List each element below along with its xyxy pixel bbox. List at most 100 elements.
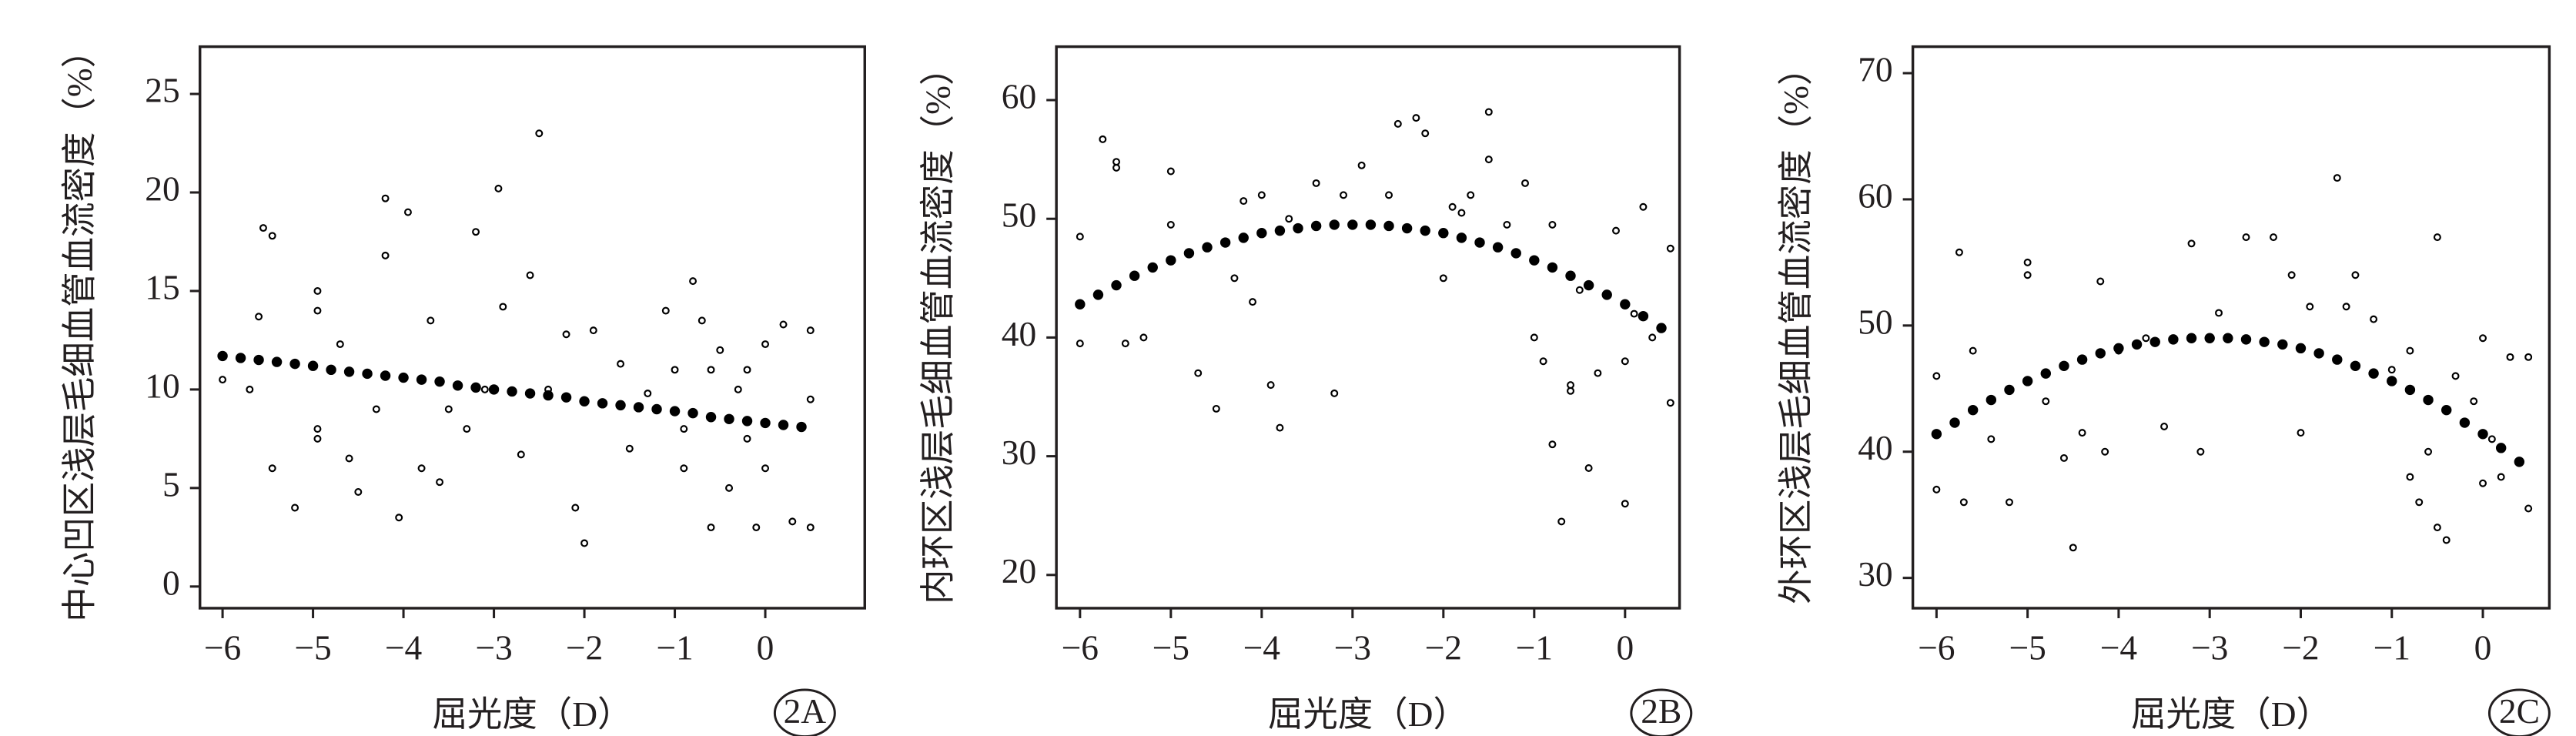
data-point	[1194, 369, 1203, 377]
panel-tag: 2B	[1641, 691, 1681, 731]
data-point	[743, 434, 751, 443]
data-point	[806, 395, 815, 403]
data-point	[1467, 191, 1475, 199]
data-point	[1166, 220, 1175, 229]
panel: −6 −5 −4 −3 −2 −1 0 20 30 40 50 60 屈光度（D） 内环区浅层毛细血管血流…	[918, 45, 1693, 736]
x-tick-label: −4	[385, 628, 423, 667]
data-point	[313, 286, 322, 295]
data-point	[472, 228, 480, 236]
y-tick-label: 50	[1858, 302, 1892, 341]
data-point	[2333, 174, 2341, 182]
fit-point	[615, 400, 626, 411]
data-point	[2287, 271, 2296, 279]
data-point	[1612, 226, 1620, 235]
fit-point	[2076, 354, 2088, 365]
x-axis-label: 屈光度（D）	[2131, 694, 2331, 734]
data-point	[806, 524, 815, 532]
fit-point	[398, 372, 409, 383]
fit-point	[2168, 334, 2179, 345]
data-point	[246, 385, 254, 393]
fit-point	[1620, 299, 1631, 309]
fit-point	[633, 402, 644, 413]
data-point	[580, 539, 589, 547]
data-point	[743, 366, 751, 374]
data-point	[372, 405, 380, 413]
data-point	[788, 517, 797, 526]
data-point	[2096, 277, 2105, 286]
fit-point	[1656, 323, 1667, 333]
data-point	[1340, 191, 1348, 199]
data-point	[436, 478, 444, 487]
tag-circle	[773, 688, 836, 736]
fit-point	[452, 380, 463, 391]
data-point	[2415, 498, 2424, 507]
data-point	[779, 320, 788, 329]
data-point	[444, 405, 453, 413]
fit-point	[416, 374, 427, 385]
data-point	[2023, 258, 2032, 266]
data-point	[2006, 498, 2013, 507]
data-point	[1639, 202, 1648, 211]
data-point	[1987, 435, 1996, 443]
fit-point	[1256, 228, 1267, 239]
data-point	[1932, 485, 1941, 493]
fit-point	[1547, 262, 1558, 273]
fit-point	[1219, 237, 1231, 248]
data-point	[1166, 167, 1175, 176]
data-point	[354, 488, 363, 496]
x-axis-label: 屈光度（D）	[432, 694, 632, 734]
y-tick-label: 0	[162, 563, 180, 602]
data-point	[2433, 524, 2441, 532]
data-point	[1239, 197, 1248, 206]
data-point	[1548, 440, 1557, 449]
x-tick-label: −5	[2009, 628, 2046, 667]
data-point	[427, 316, 435, 325]
x-tick-label: −5	[294, 628, 331, 667]
fit-point	[560, 392, 572, 403]
data-point	[2059, 453, 2068, 462]
panel-tag: 2A	[784, 691, 827, 731]
fit-point	[2240, 334, 2252, 345]
data-point	[219, 376, 227, 384]
data-point	[255, 313, 263, 321]
data-point	[1421, 129, 1430, 138]
data-point	[680, 464, 688, 473]
fit-point	[307, 360, 319, 371]
data-point	[1276, 423, 1284, 432]
data-point	[1484, 108, 1493, 116]
data-point	[1330, 389, 1339, 397]
data-point	[1932, 372, 1941, 380]
data-point	[1249, 298, 1257, 306]
fit-point	[2131, 339, 2143, 350]
data-point	[2506, 353, 2514, 361]
x-tick-label: −4	[2100, 628, 2138, 667]
data-point	[2406, 346, 2414, 355]
y-tick-label: 40	[1002, 314, 1036, 353]
data-point	[499, 303, 507, 311]
x-tick-label: −2	[2282, 628, 2319, 667]
fit-point	[1202, 242, 1213, 253]
data-point	[1557, 517, 1566, 526]
data-point	[2370, 315, 2378, 323]
fit-point	[796, 421, 807, 433]
fit-point	[507, 386, 517, 397]
data-point	[589, 326, 597, 335]
data-point	[698, 316, 706, 325]
y-tick-label: 30	[1002, 433, 1036, 472]
data-point	[1955, 248, 1963, 256]
x-axis-label: 屈光度（D）	[1268, 694, 1468, 734]
fit-point	[1383, 220, 1394, 232]
data-point	[689, 277, 698, 286]
data-point	[480, 385, 489, 393]
data-point	[1076, 233, 1084, 241]
data-point	[1385, 191, 1393, 199]
data-point	[1230, 274, 1239, 283]
fit-point	[217, 350, 228, 362]
data-point	[259, 224, 267, 233]
data-point	[562, 330, 570, 339]
data-point	[2487, 435, 2496, 443]
fit-point	[2059, 360, 2069, 371]
fit-point	[2040, 368, 2052, 379]
data-point	[2042, 397, 2050, 406]
